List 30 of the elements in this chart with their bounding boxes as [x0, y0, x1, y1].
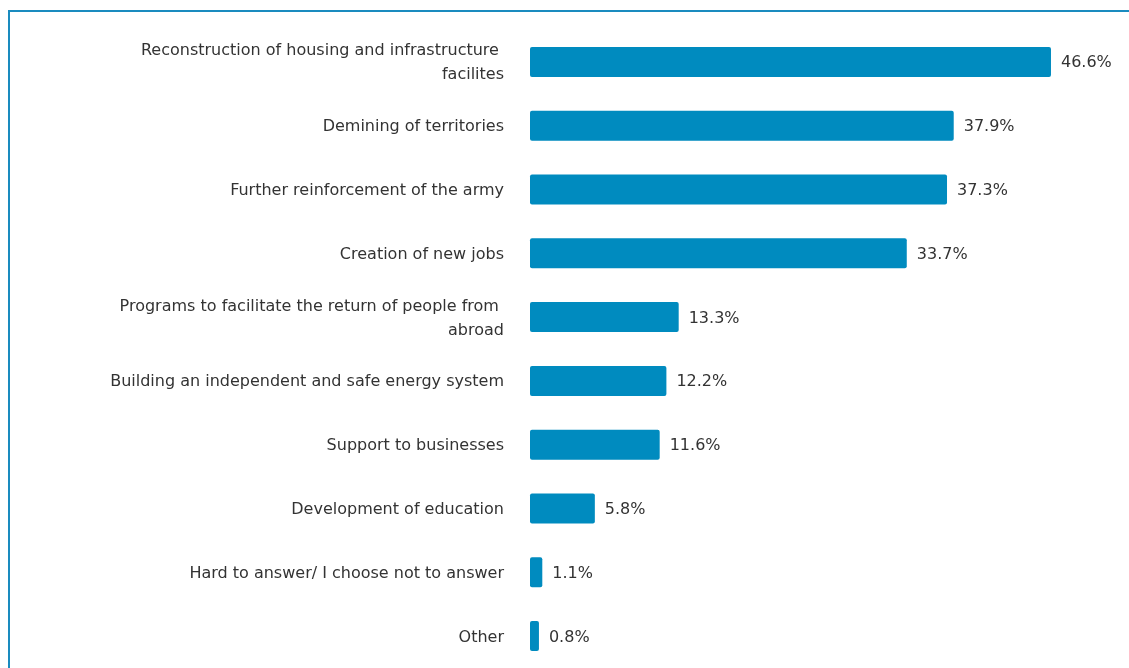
bar	[530, 238, 907, 269]
y-tick-label: Support to businesses	[326, 435, 504, 455]
data-label: 11.6%	[669, 435, 721, 455]
y-tick-label: Building an independent and safe energy system	[110, 371, 504, 391]
bar	[530, 557, 543, 588]
bar	[530, 493, 595, 524]
y-tick-label: Creation of new jobs	[339, 243, 504, 263]
bar	[530, 365, 667, 396]
bar	[530, 621, 539, 652]
y-tick-label: Demining of territories	[322, 116, 504, 136]
y-tick-label: Further reinforcement of the army	[230, 180, 504, 199]
y-tick-label: Hard to answer/ I choose not to answer	[189, 562, 505, 582]
y-tick-label: Programs to facilitate the return of people from abroad	[119, 295, 504, 339]
bar	[530, 174, 948, 205]
bar	[530, 110, 954, 141]
bar	[530, 46, 1051, 77]
data-label: 1.1%	[552, 562, 593, 582]
data-label: 12.2%	[676, 371, 728, 391]
y-tick-label: Development of education	[291, 499, 504, 518]
data-label: 37.3%	[957, 180, 1008, 199]
y-tick-label: Other	[458, 626, 505, 646]
data-label: 0.8%	[548, 626, 590, 646]
data-label: 46.6%	[1060, 52, 1112, 72]
y-tick-label: Reconstruction of housing and infrastructure facilites	[140, 40, 504, 84]
data-label: 33.7%	[916, 243, 968, 263]
bar	[530, 429, 660, 460]
data-label: 5.8%	[604, 499, 646, 518]
bar	[530, 302, 679, 333]
data-label: 13.3%	[688, 307, 740, 327]
data-label: 37.9%	[963, 116, 1015, 136]
